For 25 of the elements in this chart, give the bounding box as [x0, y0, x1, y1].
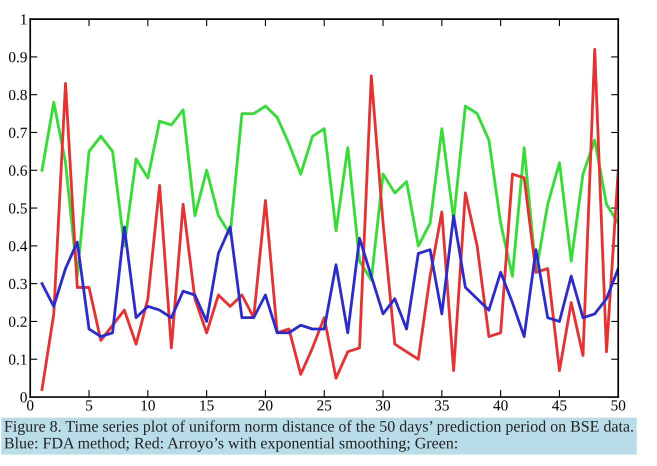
y-tick-label: 0.7	[8, 128, 28, 138]
x-tick-label: 40	[493, 400, 508, 411]
y-tick-label: 0.3	[8, 278, 27, 290]
x-tick-label: 5	[86, 400, 92, 411]
y-tick-label: 0.8	[8, 90, 27, 100]
x-tick-label: 45	[552, 400, 566, 411]
x-tick-label: 30	[376, 400, 390, 411]
x-tick-label: 10	[142, 400, 155, 411]
x-tick-label: 20	[258, 400, 272, 411]
caption: Figure 8. Time series plot of uniform norm distance of the 50 days’ prediction period on BSE data. Blue: FDA method; Red: Arroyo’s with exponential smoothing; Green:	[4, 420, 633, 452]
line-series	[40, 214, 618, 338]
y-tick-label: 0.6	[8, 165, 27, 176]
x-tick-label: 15	[200, 400, 214, 411]
y-tick-label: 0.5	[8, 203, 27, 214]
y-tick-label: 0	[20, 392, 27, 402]
line-series	[40, 100, 618, 282]
x-tick-label: 50	[611, 400, 626, 411]
y-tick-label: 0.9	[8, 52, 27, 62]
y-tick-label: 0.2	[8, 316, 27, 327]
y-tick-label: 1	[21, 14, 27, 24]
y-tick-label: 0.1	[8, 354, 27, 365]
line-series	[40, 48, 618, 391]
x-tick-label: 35	[434, 400, 449, 411]
y-tick-label: 0.4	[8, 241, 28, 252]
x-tick-label: 25	[317, 400, 332, 411]
